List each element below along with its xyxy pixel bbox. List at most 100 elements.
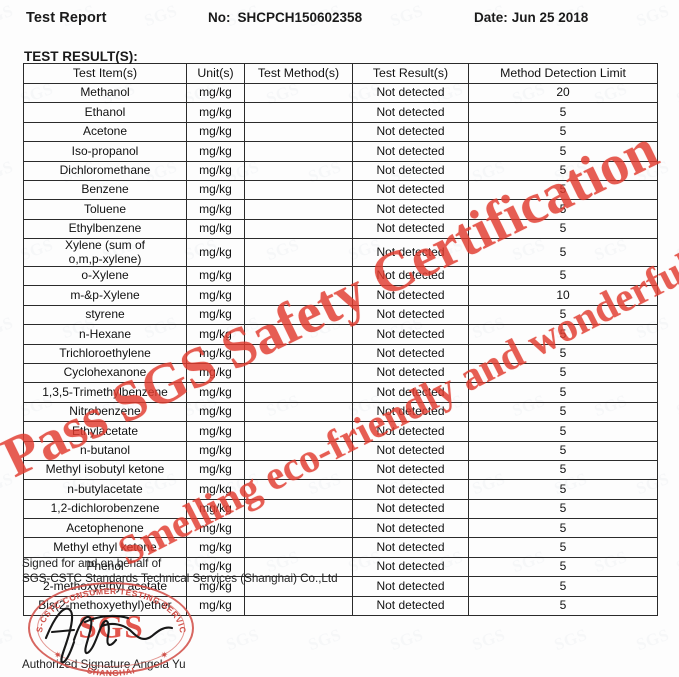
cell-test-result: Not detected: [352, 382, 469, 403]
table-row: 1,2-dichlorobenzene mg/kg Not detected 5: [23, 498, 658, 520]
cell-method-detection-limit: 5: [468, 440, 658, 461]
cell-test-method: [244, 595, 353, 617]
test-results-table-container: Test Item(s) Unit(s) Test Method(s) Test…: [23, 63, 658, 617]
table-row: m-&p-Xylene mg/kg Not detected 10: [23, 285, 658, 306]
cell-test-method: [244, 218, 353, 240]
cell-method-detection-limit: 5: [468, 459, 658, 481]
cell-test-result: Not detected: [352, 160, 469, 181]
cell-test-result: Not detected: [352, 401, 469, 423]
cell-unit: mg/kg: [186, 421, 245, 442]
cell-test-result: Not detected: [352, 141, 469, 162]
cell-test-item: Acetophenone: [23, 518, 187, 539]
cell-test-item: Methanol: [23, 82, 187, 104]
cell-method-detection-limit: 20: [468, 82, 658, 104]
column-header-unit: Unit(s): [186, 63, 245, 84]
cell-method-detection-limit: 5: [468, 265, 658, 287]
authorized-signature-text: Authorized Signature Angela Yu: [22, 658, 186, 671]
table-row: styrene mg/kg Not detected 5: [23, 304, 658, 326]
cell-unit: mg/kg: [186, 324, 245, 345]
cell-unit: mg/kg: [186, 382, 245, 403]
cell-method-detection-limit: 5: [468, 160, 658, 181]
cell-test-item: 1,3,5-Trimethylbenzene: [23, 382, 187, 403]
cell-test-method: [244, 324, 353, 345]
table-row: Ethanol mg/kg Not detected 5: [23, 102, 658, 123]
cell-test-method: [244, 382, 353, 403]
cell-test-item: m-&p-Xylene: [23, 285, 187, 306]
cell-test-item: Trichloroethylene: [23, 343, 187, 364]
cell-unit: mg/kg: [186, 199, 245, 220]
table-row: o-Xylene mg/kg Not detected 5: [23, 265, 658, 287]
cell-test-method: [244, 459, 353, 481]
column-header-test-method: Test Method(s): [244, 63, 353, 84]
table-row: Acetophenone mg/kg Not detected 5: [23, 518, 658, 539]
cell-test-method: [244, 285, 353, 306]
cell-test-method: [244, 82, 353, 104]
cell-test-item: Toluene: [23, 199, 187, 220]
table-row: Phenol mg/kg Not detected 5: [23, 556, 658, 578]
cell-unit: mg/kg: [186, 459, 245, 481]
cell-test-result: Not detected: [352, 121, 469, 143]
table-row: n-Hexane mg/kg Not detected 5: [23, 324, 658, 345]
cell-test-result: Not detected: [352, 595, 469, 617]
cell-method-detection-limit: 5: [468, 218, 658, 240]
table-row: Iso-propanol mg/kg Not detected 5: [23, 141, 658, 162]
cell-test-item: Cyclohexanone: [23, 362, 187, 384]
cell-test-method: [244, 179, 353, 201]
cell-unit: mg/kg: [186, 160, 245, 181]
cell-method-detection-limit: 5: [468, 537, 658, 558]
company-name-text: SGS-CSTC Standards Technical Services (S…: [22, 572, 338, 586]
cell-test-method: [244, 141, 353, 162]
table-row: 2-methoxyethyl acetate mg/kg Not detected 5: [23, 576, 658, 597]
cell-unit: mg/kg: [186, 343, 245, 364]
cell-test-item: n-butanol: [23, 440, 187, 461]
section-title: TEST RESULT(S):: [24, 49, 138, 64]
signed-for-text: Signed for and on behalf of: [22, 557, 162, 570]
cell-unit: mg/kg: [186, 141, 245, 162]
report-number-label: No:: [208, 10, 231, 25]
cell-test-item: styrene: [23, 304, 187, 326]
cell-test-method: [244, 440, 353, 461]
cell-unit: mg/kg: [186, 362, 245, 384]
cell-method-detection-limit: 5: [468, 102, 658, 123]
cell-method-detection-limit: 5: [468, 382, 658, 403]
cell-unit: mg/kg: [186, 479, 245, 500]
cell-test-item: 1,2-dichlorobenzene: [23, 498, 187, 520]
table-row: Dichloromethane mg/kg Not detected 5: [23, 160, 658, 181]
cell-test-result: Not detected: [352, 459, 469, 481]
cell-test-result: Not detected: [352, 440, 469, 461]
cell-test-item-line1: Xylene (sum of: [64, 238, 146, 253]
cell-test-method: [244, 498, 353, 520]
cell-unit: mg/kg: [186, 304, 245, 326]
cell-test-method: [244, 518, 353, 539]
cell-method-detection-limit: 5: [468, 343, 658, 364]
table-row: Xylene (sum of o,m,p-xylene) mg/kg Not dete…: [23, 238, 658, 267]
cell-test-method: [244, 199, 353, 220]
cell-test-item: o-Xylene: [23, 265, 187, 287]
cell-test-method: [244, 421, 353, 442]
cell-test-result: Not detected: [352, 343, 469, 364]
column-header-test-item: Test Item(s): [23, 63, 187, 84]
cell-method-detection-limit: 5: [468, 595, 658, 617]
cell-test-method: [244, 102, 353, 123]
cell-test-item: Iso-propanol: [23, 141, 187, 162]
cell-test-result: Not detected: [352, 218, 469, 240]
cell-unit: mg/kg: [186, 82, 245, 104]
cell-test-item: n-butylacetate: [23, 479, 187, 500]
cell-method-detection-limit: 5: [468, 479, 658, 500]
table-body: Methanol mg/kg Not detected 20 Ethanol mg/kg N…: [23, 82, 658, 617]
cell-unit: mg/kg: [186, 537, 245, 558]
cell-test-result: Not detected: [352, 537, 469, 558]
cell-test-method: [244, 362, 353, 384]
column-header-mdl: Method Detection Limit: [468, 63, 658, 84]
cell-method-detection-limit: 5: [468, 304, 658, 326]
cell-unit: mg/kg: [186, 440, 245, 461]
cell-test-item: Bis(2-methoxyethyl)ether: [23, 595, 187, 617]
cell-test-method: [244, 401, 353, 423]
cell-test-result: Not detected: [352, 324, 469, 345]
table-row: Methanol mg/kg Not detected 20: [23, 82, 658, 104]
cell-unit: mg/kg: [186, 265, 245, 287]
cell-test-item: Benzene: [23, 179, 187, 201]
cell-unit: mg/kg: [186, 401, 245, 423]
cell-test-result: Not detected: [352, 82, 469, 104]
table-row: Toluene mg/kg Not detected 5: [23, 199, 658, 220]
